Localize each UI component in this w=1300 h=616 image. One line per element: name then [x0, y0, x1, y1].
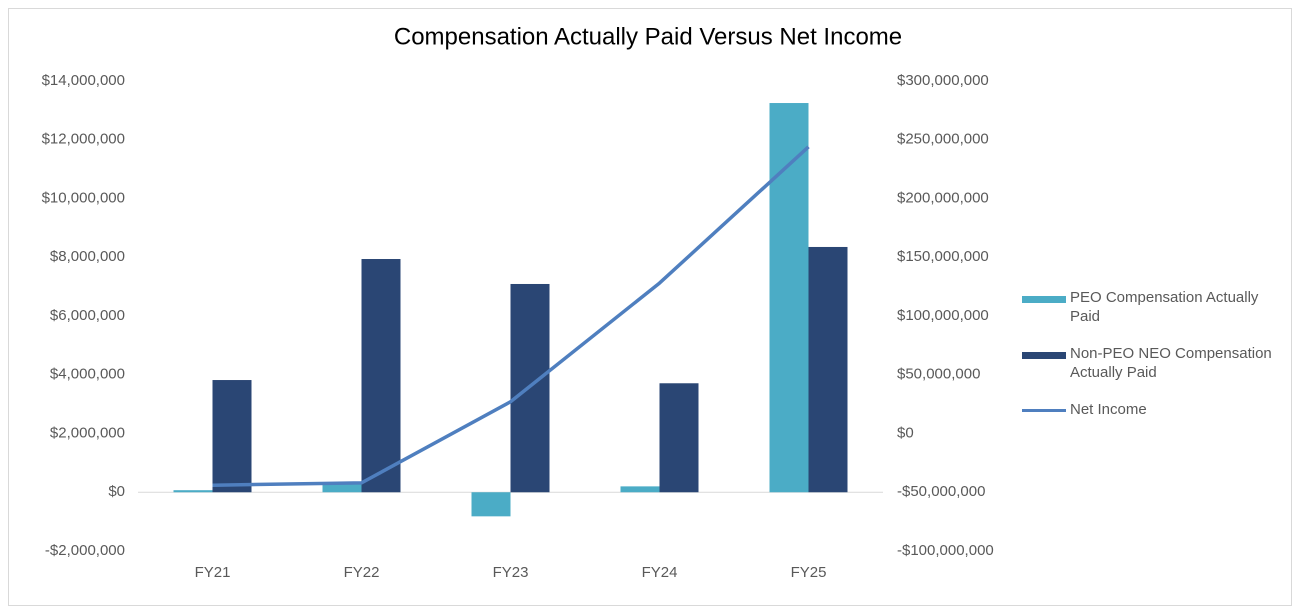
x-tick-label: FY22: [344, 564, 380, 581]
y-tick-label: $0: [108, 483, 125, 500]
y2-tick-label: $50,000,000: [897, 366, 980, 383]
bar: [808, 246, 848, 493]
legend-item: PEO Compensation Actually Paid: [1022, 288, 1285, 326]
legend-swatch: [1022, 409, 1066, 412]
y2-tick-label: $0: [897, 424, 914, 441]
bar: [769, 103, 809, 493]
bar: [620, 486, 660, 493]
y2-tick-label: -$100,000,000: [897, 542, 994, 559]
bar: [361, 259, 401, 493]
y-tick-label: $14,000,000: [42, 72, 125, 89]
bar: [659, 383, 699, 493]
y-tick-label: -$2,000,000: [45, 542, 125, 559]
x-tick-label: FY23: [493, 564, 529, 581]
y2-tick-label: $100,000,000: [897, 307, 989, 324]
chart-border: [8, 8, 1292, 606]
y2-tick-label: $150,000,000: [897, 248, 989, 265]
y-tick-label: $12,000,000: [42, 131, 125, 148]
bar: [212, 380, 252, 493]
y2-tick-label: $300,000,000: [897, 72, 989, 89]
x-tick-label: FY25: [791, 564, 827, 581]
y-tick-label: $8,000,000: [50, 248, 125, 265]
legend-item: Net Income: [1022, 400, 1285, 419]
y2-tick-label: $200,000,000: [897, 189, 989, 206]
legend-swatch: [1022, 296, 1066, 303]
legend: PEO Compensation Actually Paid Non-PEO NE…: [1022, 288, 1292, 437]
bar: [173, 490, 213, 493]
y-tick-label: $4,000,000: [50, 366, 125, 383]
legend-label: Net Income: [1070, 401, 1147, 418]
y-tick-label: $10,000,000: [42, 189, 125, 206]
legend-item: Non-PEO NEO Compensation Actually Paid: [1022, 344, 1285, 382]
y-tick-label: $2,000,000: [50, 424, 125, 441]
chart-title: Compensation Actually Paid Versus Net In…: [394, 23, 902, 50]
line: [212, 145, 810, 487]
y2-tick-label: $250,000,000: [897, 131, 989, 148]
bar: [471, 492, 511, 517]
x-tick-label: FY24: [642, 564, 678, 581]
bar: [322, 484, 362, 493]
y2-tick-label: -$50,000,000: [897, 483, 985, 500]
legend-swatch: [1022, 352, 1066, 359]
y-tick-label: $6,000,000: [50, 307, 125, 324]
legend-label: PEO Compensation Actually Paid: [1070, 289, 1259, 325]
x-tick-label: FY21: [195, 564, 231, 581]
legend-label: Non-PEO NEO Compensation Actually Paid: [1070, 345, 1272, 381]
